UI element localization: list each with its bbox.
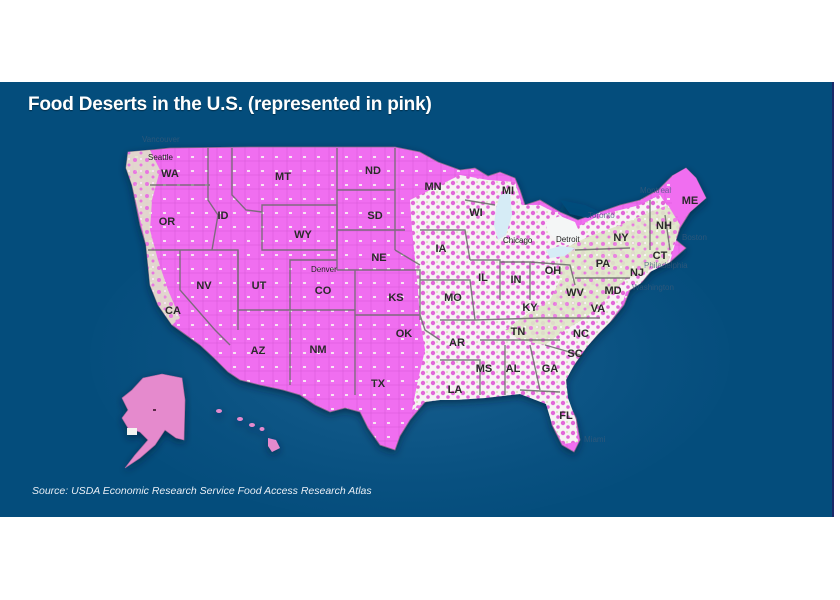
state-label-la: LA: [448, 384, 463, 396]
state-label-fl: FL: [559, 410, 573, 422]
us-food-desert-map: Vancouver Seattle Montreal Toronto Chica…: [121, 135, 707, 469]
state-label-or: OR: [159, 216, 176, 228]
state-label-va: VA: [591, 303, 606, 315]
state-label-me: ME: [682, 195, 699, 207]
city-boston: Boston: [682, 233, 707, 242]
state-label-sd: SD: [367, 210, 382, 222]
city-miami: Miami: [584, 435, 606, 444]
state-label-ks: KS: [388, 292, 403, 304]
city-labels: Vancouver Seattle Montreal Toronto Chica…: [142, 135, 707, 444]
state-label-ga: GA: [542, 363, 559, 375]
state-label-al: AL: [506, 363, 521, 375]
city-detroit: Detroit: [556, 235, 580, 244]
map-title: Food Deserts in the U.S. (represented in…: [28, 94, 432, 115]
state-label-wy: WY: [294, 229, 312, 241]
state-label-mt: MT: [275, 171, 291, 183]
state-label-ia: IA: [436, 243, 447, 255]
state-label-ct: CT: [653, 250, 668, 262]
state-label-wi: WI: [469, 207, 482, 219]
state-label-ok: OK: [396, 328, 413, 340]
city-washington: Washington: [632, 283, 674, 292]
state-label-mn: MN: [424, 181, 441, 193]
source-caption: Source: USDA Economic Research Service F…: [32, 485, 372, 497]
state-label-oh: OH: [545, 265, 562, 277]
state-label-id: ID: [218, 210, 229, 222]
state-label-nj: NJ: [630, 267, 644, 279]
state-label-ny: NY: [613, 232, 629, 244]
state-label-pa: PA: [596, 258, 611, 270]
state-label-mo: MO: [444, 292, 462, 304]
state-label-tx: TX: [371, 378, 386, 390]
state-label-nd: ND: [365, 165, 381, 177]
state-label-mi: MI: [502, 185, 514, 197]
state-label-ca: CA: [165, 305, 181, 317]
city-seattle: Seattle: [148, 153, 173, 162]
state-label-nm: NM: [309, 344, 326, 356]
state-label-ky: KY: [522, 302, 538, 314]
map-panel: Vancouver Seattle Montreal Toronto Chica…: [0, 82, 834, 517]
state-label-tn: TN: [511, 326, 526, 338]
city-denver: Denver: [311, 265, 337, 274]
state-label-wa: WA: [161, 168, 179, 180]
city-chicago: Chicago: [503, 236, 533, 245]
city-philadelphia: Philadelphia: [644, 261, 688, 270]
state-label-ut: UT: [252, 280, 267, 292]
hawaii: [216, 409, 280, 452]
state-label-az: AZ: [251, 345, 266, 357]
state-label-nc: NC: [573, 328, 589, 340]
state-label-ar: AR: [449, 337, 465, 349]
state-label-co: CO: [315, 285, 332, 297]
state-label-nv: NV: [196, 280, 212, 292]
state-label-ms: MS: [476, 363, 493, 375]
state-label-il: IL: [478, 272, 488, 284]
state-label-md: MD: [604, 285, 621, 297]
state-label-nh: NH: [656, 220, 672, 232]
state-label-ne: NE: [371, 252, 386, 264]
state-labels: WA MT ND MN MI OR ID WY SD WI NY NH ME I…: [159, 165, 699, 422]
state-label-wv: WV: [566, 287, 584, 299]
alaska: [121, 373, 186, 469]
city-montreal: Montreal: [640, 186, 671, 195]
state-label-sc: SC: [567, 348, 582, 360]
city-vancouver: Vancouver: [142, 135, 180, 144]
state-label-in: IN: [511, 274, 522, 286]
contiguous-us: [125, 146, 707, 453]
city-toronto: Toronto: [588, 211, 615, 220]
